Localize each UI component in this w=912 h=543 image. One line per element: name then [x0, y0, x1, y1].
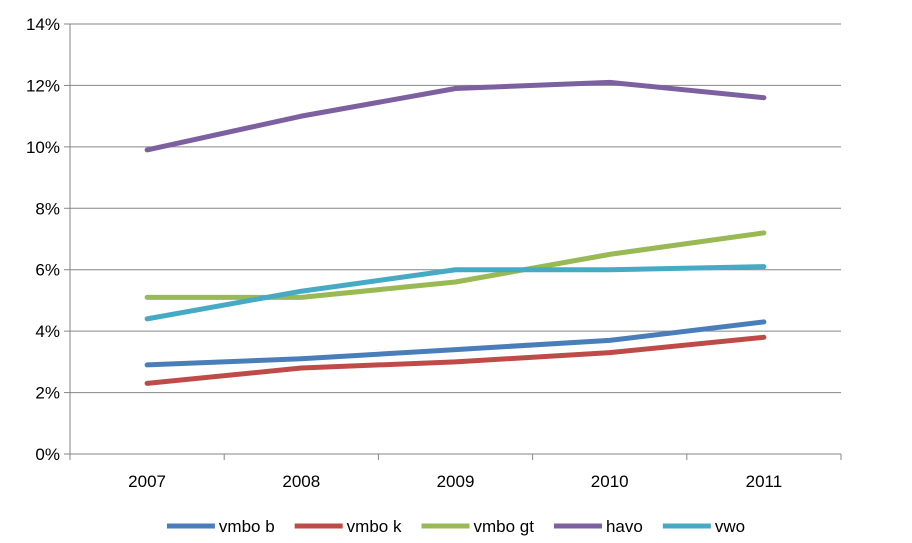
- y-tick-label: 2%: [35, 384, 60, 403]
- x-axis-tick-labels: 2007 2008 2009 2010 2011: [128, 472, 782, 491]
- legend-label: vmbo k: [347, 517, 402, 536]
- x-tick-label: 2011: [746, 472, 783, 491]
- series-line-havo: [144, 79, 767, 153]
- y-tick-label: 0%: [35, 445, 60, 464]
- series-line-vmbo-b: [144, 319, 767, 368]
- legend-item: vwo: [662, 517, 745, 536]
- y-tick-label: 10%: [26, 138, 60, 157]
- legend-item: vmbo k: [294, 517, 402, 536]
- series-line-vmbo-gt: [144, 230, 767, 300]
- x-tick-label: 2007: [128, 472, 166, 491]
- axes: [64, 23, 842, 460]
- x-tick-label: 2010: [591, 472, 629, 491]
- y-tick-label: 12%: [26, 76, 60, 95]
- series-lines: [144, 79, 767, 386]
- series-line-vwo: [144, 264, 767, 322]
- x-tick-label: 2009: [437, 472, 475, 491]
- x-tick-label: 2008: [282, 472, 320, 491]
- y-tick-label: 4%: [35, 322, 60, 341]
- y-tick-label: 14%: [26, 15, 60, 34]
- legend-label: havo: [606, 517, 643, 536]
- legend-item: vmbo gt: [421, 517, 534, 536]
- legend-item: havo: [553, 517, 643, 536]
- legend: vmbo b vmbo k vmbo gt havo vwo: [166, 517, 745, 536]
- series-line-vmbo-k: [144, 334, 767, 386]
- legend-item: vmbo b: [166, 517, 275, 536]
- y-tick-label: 6%: [35, 261, 60, 280]
- legend-label: vwo: [715, 517, 745, 536]
- legend-label: vmbo gt: [473, 517, 534, 536]
- y-axis-tick-labels: 0% 2% 4% 6% 8% 10% 12% 14%: [26, 15, 60, 464]
- legend-label: vmbo b: [219, 517, 275, 536]
- y-tick-label: 8%: [35, 199, 60, 218]
- gridlines: [70, 23, 841, 394]
